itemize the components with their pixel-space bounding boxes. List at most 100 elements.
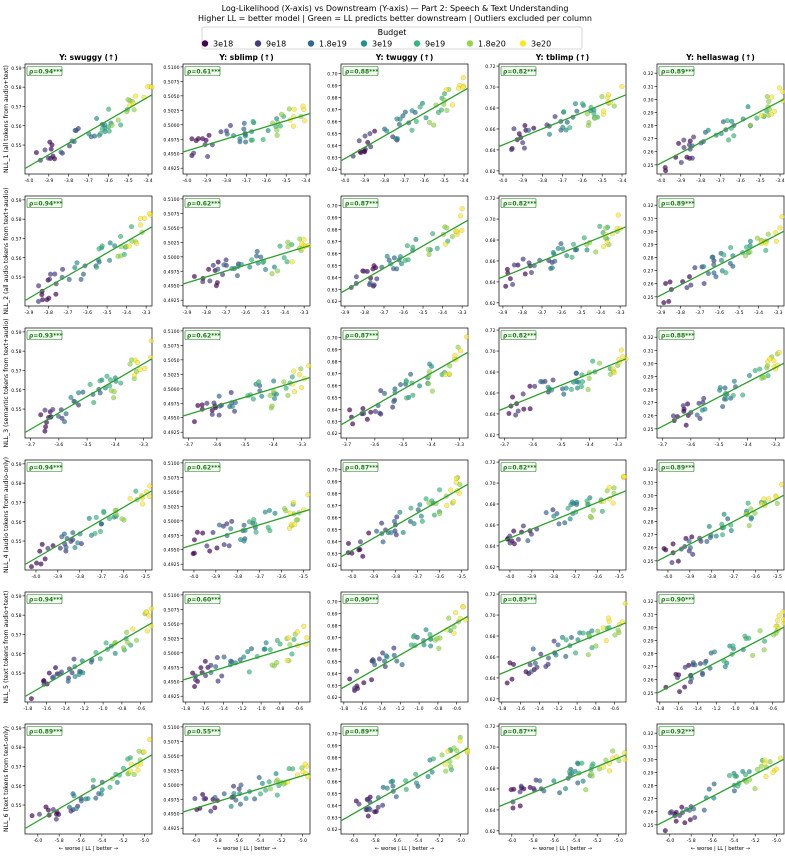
x-tick-label: -1.6 — [200, 706, 209, 712]
panel-r4-c1: NLL_4 (audio tokens from audio-only) 0.55… — [3, 457, 153, 580]
axes-frame — [340, 591, 469, 703]
data-point — [49, 142, 55, 148]
data-point — [356, 138, 362, 144]
data-point — [622, 601, 628, 607]
data-point — [431, 512, 437, 518]
data-point — [38, 561, 44, 567]
y-tick-label: 0.66 — [327, 779, 337, 785]
fit-line — [24, 226, 153, 302]
rho-badge — [184, 198, 221, 208]
data-point — [147, 493, 153, 499]
data-point — [125, 756, 131, 762]
data-point — [670, 413, 676, 419]
data-point — [413, 780, 420, 786]
data-point — [615, 212, 621, 218]
data-point — [409, 127, 415, 133]
data-point — [430, 756, 436, 762]
data-point — [191, 537, 197, 543]
data-point — [212, 805, 218, 811]
y-tick-label: 0.62 — [485, 433, 495, 439]
x-tick-label: -3.4 — [269, 442, 278, 448]
data-point — [601, 244, 607, 250]
panel-r6-c1: NLL_6 (text tokens from text-only) 0.55 0.… — [3, 723, 153, 852]
x-tick-label: -3.5 — [103, 310, 112, 316]
axes-frame — [656, 723, 785, 835]
rho-badge — [658, 594, 695, 604]
y-tick-label: 0.69 — [327, 612, 337, 618]
data-point — [286, 106, 292, 112]
panel-r3-c2: 0.4925 0.4950 0.4975 0.5000 0.5025 0.5050 0.50… — [163, 327, 312, 448]
x-tick-label: -3.4 — [111, 442, 120, 448]
data-point — [520, 391, 526, 397]
panel-r4-c3: 0.62 0.63 0.64 0.65 0.66 0.67 0.68 0.69 0.70 -4.0… — [327, 459, 469, 580]
y-tick-label: 0.25 — [643, 295, 653, 301]
x-tick-label: -3.8 — [44, 310, 53, 316]
data-point — [72, 127, 78, 133]
data-point — [526, 127, 532, 133]
data-point — [765, 373, 771, 379]
data-point — [711, 270, 717, 276]
data-point — [521, 406, 527, 412]
data-point — [241, 522, 247, 528]
data-point — [553, 652, 559, 658]
data-point — [761, 647, 767, 653]
data-point — [591, 111, 597, 117]
data-point — [685, 401, 691, 407]
data-point — [704, 538, 710, 545]
data-point — [699, 407, 705, 413]
data-point — [513, 412, 519, 418]
data-point — [106, 128, 112, 134]
y-tick-label: 0.4975 — [163, 533, 179, 539]
y-tick-label: 0.4950 — [163, 680, 179, 686]
data-point — [281, 379, 287, 385]
legend-label-3e18: 3e18 — [213, 40, 233, 49]
data-point — [208, 808, 214, 814]
y-tick-label: 0.5075 — [163, 475, 179, 481]
y-tick-label: 0.62 — [327, 299, 337, 305]
data-point — [550, 507, 556, 513]
data-point — [291, 636, 297, 643]
data-point — [600, 108, 607, 114]
x-tick-label: -3.3 — [300, 310, 309, 316]
data-point — [780, 609, 785, 615]
y-tick-label: 0.32 — [643, 335, 653, 341]
x-tick-label: -3.7 — [184, 442, 193, 448]
data-point — [689, 534, 695, 540]
data-point — [124, 629, 130, 635]
data-point — [561, 109, 567, 115]
x-tick-label: -3.3 — [771, 442, 780, 448]
data-point — [135, 767, 141, 773]
x-tick-label: -3.9 — [360, 178, 369, 184]
data-point — [429, 388, 435, 394]
y-tick-label: 0.65 — [327, 263, 337, 269]
data-point — [127, 496, 133, 502]
y-tick-label: 0.5025 — [163, 768, 179, 774]
data-point — [679, 804, 685, 810]
y-tick-label: 0.32 — [643, 71, 653, 77]
data-point — [603, 637, 609, 644]
x-tick-label: -3.9 — [53, 574, 62, 580]
rho-badge — [342, 330, 379, 340]
y-tick-label: 0.4950 — [163, 416, 179, 422]
data-point — [352, 685, 358, 691]
data-point — [35, 298, 42, 305]
x-tick-label: -3.7 — [380, 310, 389, 316]
data-point — [383, 653, 389, 659]
y-tick-label: 0.27 — [643, 533, 653, 539]
x-tick-label: -3.6 — [715, 310, 724, 316]
y-tick-label: 0.63 — [327, 815, 337, 821]
y-tick-label: 0.62 — [327, 827, 337, 833]
data-point — [130, 626, 136, 632]
y-tick-label: 0.62 — [485, 565, 495, 571]
data-point — [262, 266, 269, 273]
x-tick-label: -5.6 — [76, 838, 85, 844]
x-tick-label: -3.7 — [716, 178, 725, 184]
x-tick-label: -3.3 — [297, 442, 306, 448]
data-point — [39, 292, 45, 298]
y-tick-label: 0.5000 — [163, 387, 179, 393]
data-point — [777, 225, 783, 231]
data-point — [666, 298, 672, 304]
panel-r3-c5: 0.25 0.26 0.27 0.28 0.29 0.30 0.31 0.32 -3.7 -3.6… — [643, 327, 785, 448]
data-point — [148, 606, 154, 612]
